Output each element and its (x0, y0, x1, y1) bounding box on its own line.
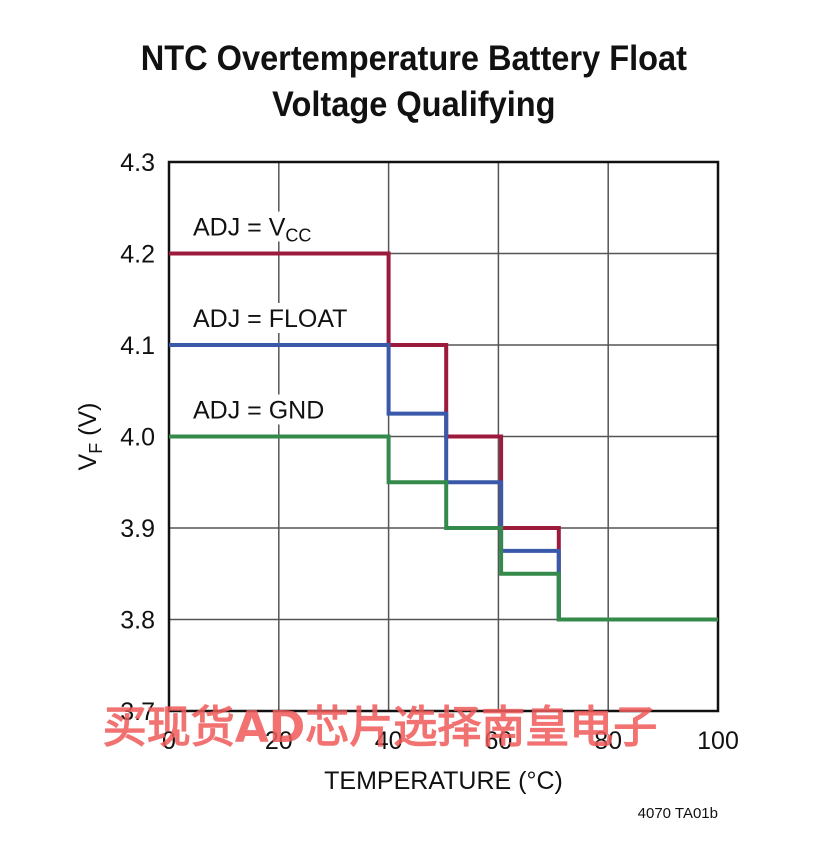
y-tick-label: 4.3 (120, 149, 155, 177)
x-axis-ticks: 0 20 40 60 80 100 (162, 727, 739, 755)
x-tick-label: 100 (697, 727, 739, 755)
series-layer (169, 251, 718, 622)
series-label-background (189, 303, 354, 333)
x-tick-label: 60 (484, 727, 512, 755)
chart-title-line-1: NTC Overtemperature Battery Float (140, 39, 687, 78)
series-line (169, 434, 718, 622)
y-tick-label: 3.7 (120, 698, 155, 726)
y-tick-label: 4.1 (120, 332, 155, 360)
x-tick-label: 80 (594, 727, 622, 755)
series-labels: ADJ = VCC ADJ = FLOAT ADJ = GND (189, 211, 354, 425)
chart-title-line-2: Voltage Qualifying (272, 85, 556, 124)
y-axis-ticks: 3.7 3.8 3.9 4.0 4.1 4.2 4.3 (120, 149, 155, 726)
y-tick-label: 3.9 (120, 515, 155, 543)
x-tick-label: 0 (162, 727, 176, 755)
y-tick-label: 4.0 (120, 424, 155, 452)
x-tick-label: 40 (375, 727, 403, 755)
y-axis-label-main: V (74, 453, 102, 470)
series-label-main: ADJ = GND (193, 397, 324, 425)
series-label-subscript: CC (285, 226, 311, 246)
series-label-background (189, 211, 318, 242)
y-axis-label-unit: (V) (74, 403, 102, 443)
series-label: ADJ = GND (193, 397, 324, 425)
series-label: ADJ = VCC (193, 214, 311, 246)
series-label-background (189, 394, 331, 425)
watermark-text: 买现货AD芯片选择南皇电子 (103, 702, 658, 753)
y-axis-label-subscript: F (86, 443, 106, 454)
y-tick-label: 3.8 (120, 607, 155, 635)
chart-title: NTC Overtemperature Battery Float Voltag… (0, 36, 827, 128)
y-tick-label: 4.2 (120, 241, 155, 269)
x-tick-label: 20 (265, 727, 293, 755)
figure-reference: 4070 TA01b (638, 805, 718, 822)
series-label-main: ADJ = V (193, 214, 286, 242)
x-axis-label: TEMPERATURE (°C) (324, 767, 563, 795)
y-axis-label: VF (V) (74, 403, 106, 471)
series-label: ADJ = FLOAT (193, 305, 347, 333)
series-label-main: ADJ = FLOAT (193, 305, 347, 333)
